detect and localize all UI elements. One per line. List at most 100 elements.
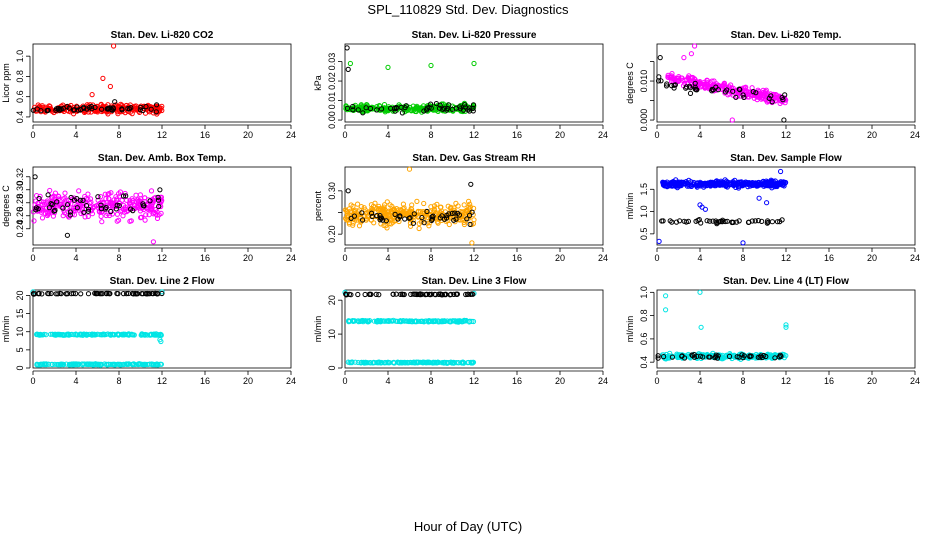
data-point-colored <box>694 184 700 190</box>
data-point-black <box>148 106 154 112</box>
data-point-black <box>655 355 661 361</box>
data-point-colored <box>723 183 729 189</box>
data-point-black <box>155 291 161 297</box>
plot-frame <box>32 43 292 123</box>
data-point-black <box>67 209 74 215</box>
data-point-colored <box>120 213 126 219</box>
x-tick-label: 8 <box>116 253 121 263</box>
x-tick-label: 8 <box>428 253 433 263</box>
data-point-black <box>741 94 747 101</box>
data-point-colored <box>346 221 352 227</box>
data-point-black <box>60 205 66 211</box>
data-point-black <box>63 291 69 297</box>
data-points <box>656 168 789 246</box>
data-point-black <box>48 201 54 207</box>
data-point-black <box>400 291 406 298</box>
data-point-colored <box>688 51 695 57</box>
data-point-colored <box>392 208 398 214</box>
data-point-black <box>462 102 468 108</box>
data-point-colored <box>132 107 138 113</box>
data-point-colored <box>127 200 133 207</box>
data-point-colored <box>124 209 130 215</box>
data-point-black <box>35 291 42 297</box>
data-point-cyan-low <box>360 359 367 365</box>
data-point-colored <box>85 191 91 197</box>
data-point-colored <box>414 198 420 204</box>
data-point-black <box>671 85 677 91</box>
data-point-colored <box>137 198 143 204</box>
data-point-black <box>36 195 42 202</box>
data-point-black <box>67 212 73 218</box>
data-point-cyan-high <box>375 317 381 324</box>
data-point-cyan-low <box>370 360 376 366</box>
data-point-black <box>95 194 101 200</box>
chart-panel-5: Stan. Dev. Gas Stream RH0 4 8 12 16 20 240.200… <box>313 153 608 263</box>
data-point-black <box>137 107 143 113</box>
data-point-cyan-low <box>459 360 465 366</box>
data-point-black <box>45 192 51 198</box>
data-point-black <box>428 105 434 111</box>
x-tick-label: 8 <box>740 130 745 140</box>
data-point-cyan-high <box>110 332 116 338</box>
data-point-black <box>469 209 475 215</box>
y-tick-label: 5 <box>15 347 25 352</box>
data-point-cyan-low <box>58 361 64 367</box>
data-point-black <box>658 78 664 84</box>
x-tick-label: 4 <box>385 376 390 386</box>
data-point-black <box>669 354 676 360</box>
data-point-black <box>457 106 463 112</box>
data-point-cyan-high <box>388 318 394 324</box>
y-axis-label: ml/min <box>625 193 635 220</box>
data-point-black <box>32 174 38 180</box>
y-tick-label: 0 <box>327 365 337 370</box>
y-axis-label: ml/min <box>313 316 323 343</box>
data-point-black <box>110 105 116 111</box>
data-point-colored <box>108 200 114 206</box>
data-point-colored <box>362 207 368 213</box>
data-point-colored <box>381 204 387 210</box>
y-axis-label: degrees C <box>625 62 635 104</box>
y-axis-label: Licor ppm <box>1 63 11 103</box>
data-point-cyan-high <box>71 332 77 338</box>
data-point-colored <box>133 192 139 198</box>
data-point-cyan-low <box>469 360 476 366</box>
data-point-colored <box>116 191 122 197</box>
chart-panel-4: Stan. Dev. Amb. Box Temp. 0 4 8 12 16 20 24 0.24… <box>1 153 296 263</box>
y-axis: 0.000.01 0.020.03 <box>327 53 343 129</box>
data-point-colored <box>137 208 143 214</box>
x-tick-label: 16 <box>200 376 210 386</box>
data-point-cyan-low <box>402 359 408 366</box>
data-point-colored <box>778 180 785 186</box>
data-point-colored <box>728 181 734 187</box>
data-point-colored <box>445 203 451 209</box>
data-point-colored <box>107 199 113 205</box>
x-tick-label: 20 <box>243 130 253 140</box>
data-point-black <box>374 213 380 219</box>
y-tick-label: 0.6 <box>15 90 25 103</box>
data-point-black <box>451 217 457 223</box>
data-point-colored <box>663 293 669 299</box>
data-point-black <box>33 205 40 211</box>
data-point-colored <box>351 208 357 214</box>
y-tick-label: 10 <box>15 327 25 337</box>
x-tick-label: 0 <box>30 376 35 386</box>
data-point-colored <box>428 204 434 210</box>
data-points <box>655 289 789 362</box>
data-point-cyan-high <box>62 332 68 338</box>
y-axis: 0.4 0.6 0.8 1.0 <box>15 50 31 123</box>
data-point-black <box>53 291 59 297</box>
data-point-colored <box>34 193 40 199</box>
data-point-colored <box>663 307 669 313</box>
x-tick-label: 8 <box>428 376 433 386</box>
data-point-black <box>81 209 87 215</box>
data-point-colored <box>717 182 723 188</box>
data-point-colored <box>99 219 105 225</box>
chart-panel-9: Stan. Dev. Line 4 (LT) Flow 0 4 8 12 16 20 24 0.… <box>625 276 920 386</box>
x-tick-label: 4 <box>697 253 702 263</box>
data-point-cyan-high <box>385 318 392 324</box>
data-point-cyan-low <box>49 361 55 367</box>
data-point-colored <box>384 212 390 218</box>
x-tick-label: 12 <box>157 130 167 140</box>
data-point-colored <box>158 105 164 111</box>
data-point-black <box>376 292 382 298</box>
